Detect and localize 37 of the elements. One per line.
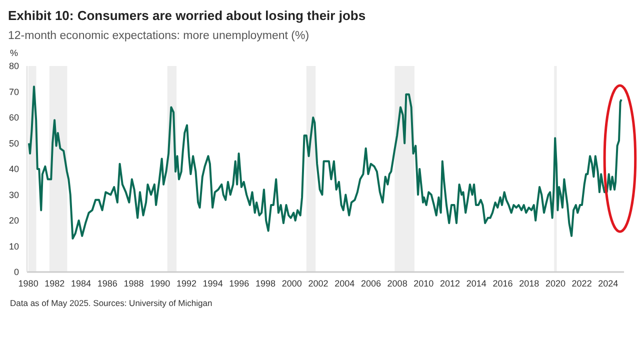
x-tick-label: 1996 [229, 278, 250, 288]
x-tick-label: 1998 [256, 278, 276, 288]
x-tick-label: 2002 [308, 278, 328, 288]
x-tick-label: 1988 [124, 278, 144, 288]
x-tick-label: 2006 [360, 278, 381, 288]
x-tick-label: 1994 [202, 278, 223, 288]
y-tick-label: 50 [8, 138, 19, 148]
chart-title: Exhibit 10: Consumers are worried about losing their jobs [8, 8, 367, 23]
text: Data as of May 2025. Sources: University of Michigan [10, 298, 214, 308]
y-tick-label: 30 [8, 190, 19, 200]
y-tick-label: 10 [8, 241, 19, 252]
x-tick-label: 2012 [440, 278, 460, 288]
x-tick-label: 2016 [492, 278, 513, 288]
x-tick-label: 2018 [519, 278, 540, 288]
x-tick-label: 2008 [387, 278, 408, 288]
y-axis-title: % [10, 48, 20, 58]
x-tick-label: 2024 [598, 278, 618, 288]
x-tick-label: 1980 [18, 278, 38, 288]
x-tick-label: 2004 [334, 278, 355, 288]
x-tick-label: 2010 [414, 278, 434, 288]
x-tick-label: 1982 [44, 278, 65, 288]
y-tick-label: 20 [8, 216, 19, 226]
y-tick-label: 70 [8, 86, 19, 97]
x-tick-label: 2020 [545, 278, 566, 288]
chart-subtitle: 12-month economic expectations: more unemployment (%) [8, 30, 310, 42]
line-series [28, 86, 622, 240]
y-tick-label: 60 [8, 112, 19, 123]
x-tick-label: 2022 [572, 278, 592, 288]
x-tick-label: 1986 [97, 278, 118, 288]
y-tick-label: 40 [8, 164, 19, 174]
x-tick-label: 1984 [71, 278, 92, 288]
y-tick-label: 80 [8, 61, 19, 72]
x-tick-label: 2000 [282, 278, 302, 288]
x-tick-label: 1992 [176, 278, 196, 288]
x-tick-label: 2014 [466, 278, 486, 288]
x-tick-label: 1990 [150, 278, 170, 288]
y-tick-label: 0 [14, 267, 19, 278]
